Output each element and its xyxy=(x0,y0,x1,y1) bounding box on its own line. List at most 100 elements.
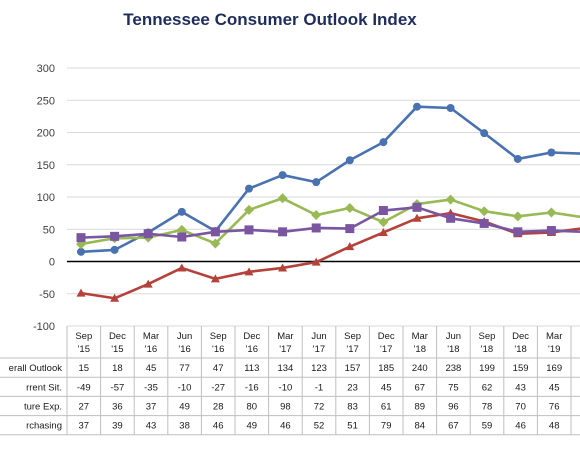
data-point xyxy=(210,274,220,283)
data-label: -49 xyxy=(77,382,91,393)
data-label: -27 xyxy=(211,382,225,393)
y-tick-label: 50 xyxy=(43,224,55,236)
x-category-year: '18 xyxy=(514,344,526,355)
data-point xyxy=(345,242,355,251)
data-point xyxy=(77,247,85,256)
data-label: -10 xyxy=(279,382,293,393)
data-label: 47 xyxy=(213,363,224,374)
data-label: 80 xyxy=(247,402,258,413)
x-category-label: Jun xyxy=(446,331,461,342)
data-label: 46 xyxy=(515,421,526,432)
data-label: 83 xyxy=(347,402,358,413)
x-category-year: '17 xyxy=(380,344,392,355)
x-category-year: '16 xyxy=(212,344,224,355)
data-label: 84 xyxy=(415,421,426,432)
data-label: 67 xyxy=(448,421,459,432)
data-point xyxy=(312,178,321,187)
data-label: 62 xyxy=(482,382,493,393)
x-category-year: '16 xyxy=(246,344,258,355)
data-label: 123 xyxy=(311,363,327,374)
data-point xyxy=(446,213,456,223)
data-label: 89 xyxy=(415,402,426,413)
data-label: 43 xyxy=(146,421,157,432)
legend-row-label: rchasing xyxy=(26,421,62,432)
x-category-year: '16 xyxy=(178,344,190,355)
y-tick-label: 300 xyxy=(37,63,55,75)
x-category-year: '19 xyxy=(548,344,560,355)
data-point xyxy=(513,154,522,163)
series-line xyxy=(80,196,580,246)
series-lines xyxy=(76,102,580,302)
data-point xyxy=(210,238,221,249)
y-tick-label: 100 xyxy=(37,192,55,204)
series-group xyxy=(76,208,580,302)
x-category-year: '18 xyxy=(414,344,426,355)
x-category-year: '17 xyxy=(313,344,325,355)
data-label: 49 xyxy=(179,402,190,413)
data-point xyxy=(378,206,388,216)
data-point xyxy=(412,202,422,212)
x-category-label: Dec xyxy=(378,331,395,342)
data-label: -57 xyxy=(111,382,125,393)
data-label: 43 xyxy=(515,382,526,393)
data-point xyxy=(76,233,86,243)
x-category-label: Dec xyxy=(243,331,260,342)
y-tick-label: 200 xyxy=(37,128,55,140)
legend-row-label: erall Outlook xyxy=(9,363,63,374)
x-category-year: '15 xyxy=(111,344,123,355)
y-tick-label: 250 xyxy=(37,95,55,107)
data-label: 37 xyxy=(79,421,90,432)
data-point xyxy=(412,213,422,222)
data-point xyxy=(177,207,186,216)
data-label: 185 xyxy=(378,363,394,374)
data-label: 46 xyxy=(213,421,224,432)
data-point xyxy=(446,103,455,112)
data-label: 75 xyxy=(448,382,459,393)
data-point xyxy=(177,232,187,242)
y-tick-label: -50 xyxy=(39,289,55,301)
series-group xyxy=(77,102,580,256)
data-point xyxy=(311,210,322,221)
data-label: 51 xyxy=(347,421,358,432)
data-point xyxy=(345,156,354,165)
data-label: 159 xyxy=(513,363,529,374)
data-label: 157 xyxy=(345,363,361,374)
data-point xyxy=(143,229,153,239)
data-point xyxy=(344,202,355,213)
data-label: 45 xyxy=(146,363,157,374)
data-point xyxy=(513,227,523,237)
data-label: 76 xyxy=(549,402,560,413)
y-tick-label: 0 xyxy=(49,257,55,269)
data-point xyxy=(378,227,388,236)
data-point xyxy=(546,207,557,218)
data-label: 240 xyxy=(412,363,428,374)
data-point xyxy=(244,267,254,276)
data-point xyxy=(244,225,254,235)
x-category-year: '15 xyxy=(78,344,90,355)
x-category-label: Jun xyxy=(311,331,326,342)
data-label: 79 xyxy=(381,421,392,432)
series-line xyxy=(80,105,580,254)
data-label: 18 xyxy=(112,363,123,374)
data-label: 199 xyxy=(479,363,495,374)
legend-row-label: ture Exp. xyxy=(24,402,62,413)
data-label: 238 xyxy=(445,363,461,374)
data-point xyxy=(479,206,490,217)
x-category-year: '18 xyxy=(481,344,493,355)
data-label: -16 xyxy=(245,382,259,393)
data-table: Sep '15 Dec '15 Mar '16 Jun '16 Sep '16 Dec '16 Mar '… xyxy=(0,326,580,436)
data-label: 45 xyxy=(549,382,560,393)
x-category-year: '16 xyxy=(145,344,157,355)
data-point xyxy=(345,224,355,234)
series-group xyxy=(76,193,580,250)
data-label: 28 xyxy=(213,402,224,413)
data-point xyxy=(480,129,489,138)
data-label: 39 xyxy=(112,421,123,432)
data-label: -1 xyxy=(315,382,323,393)
data-point xyxy=(76,288,86,297)
data-point xyxy=(277,193,288,204)
x-category-year: '18 xyxy=(447,344,459,355)
data-point xyxy=(311,257,321,266)
data-point xyxy=(176,224,187,235)
